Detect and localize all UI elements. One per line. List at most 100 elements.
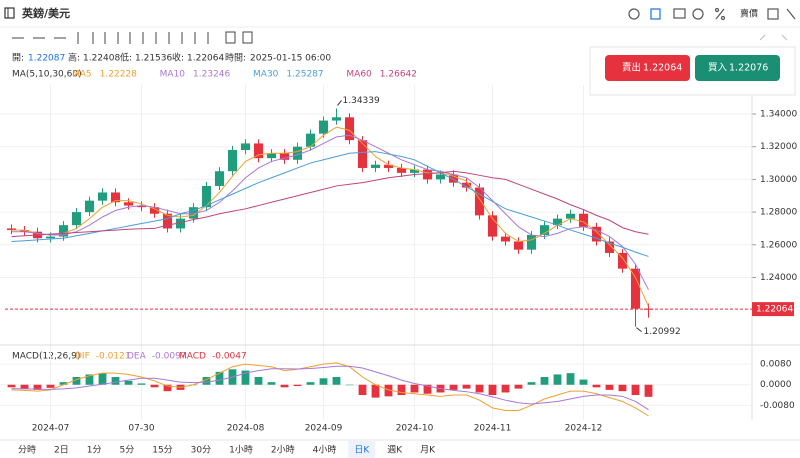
- candle-body: [565, 213, 576, 219]
- open-value: 1.22087: [28, 54, 65, 64]
- histogram-bar: [449, 384, 458, 390]
- timeframe-tabs: 分時 2日 1分 5分 15分 30分 1小時 2小時 4小時 日K 週K 月K: [18, 441, 436, 458]
- histogram-bar: [358, 384, 367, 396]
- candle-body: [539, 225, 550, 235]
- legend-name: DEA: [127, 352, 147, 362]
- plot: 1.24000 1.26000 1.28000 1.30000 1.32000 1.340…: [0, 70, 800, 434]
- candle-body: [266, 153, 277, 159]
- y-tick-label: 0.0000: [760, 380, 792, 390]
- x-tick-label: 2024-07: [32, 424, 70, 434]
- timeframe-tab[interactable]: 週K: [387, 445, 403, 456]
- candle-body: [578, 213, 589, 227]
- candle-body: [123, 202, 134, 206]
- histogram-bar: [566, 373, 575, 385]
- y-tick-label: 0.0080: [760, 360, 792, 370]
- candle-body: [6, 228, 17, 231]
- histogram-bar: [163, 384, 172, 392]
- timeframe-tab[interactable]: 1分: [87, 445, 102, 456]
- compare-icon[interactable]: [673, 8, 686, 19]
- histogram-bar: [397, 384, 406, 396]
- candle-body: [188, 207, 199, 219]
- legend-name: MA10: [160, 70, 186, 80]
- timeframe-tab[interactable]: 4小時: [313, 445, 337, 456]
- timeframe-tab[interactable]: 日K: [354, 445, 370, 456]
- last-price-tag: [752, 302, 794, 317]
- timeframe-tab[interactable]: 15分: [152, 445, 172, 456]
- candle-body: [344, 117, 355, 141]
- high-annotation: 1.34339: [343, 96, 380, 106]
- more-icon[interactable]: [786, 8, 796, 20]
- legend-name: MA30: [253, 70, 279, 80]
- histogram-bar: [150, 384, 159, 388]
- candle-body: [58, 225, 69, 237]
- high-pointer: [337, 100, 342, 106]
- last-price-label: 1.22064: [756, 305, 793, 315]
- high-value: 1.22408: [83, 54, 120, 64]
- histogram-bar: [488, 384, 497, 396]
- draw-icon[interactable]: [650, 8, 661, 20]
- legend-name: MA60: [346, 70, 372, 80]
- candle-body: [513, 241, 524, 250]
- sell-button[interactable]: [605, 55, 690, 81]
- active-tab-bg: [348, 441, 376, 458]
- settings-icon[interactable]: [767, 8, 779, 20]
- histogram-bar: [605, 384, 614, 390]
- drawing-tools: [12, 31, 788, 44]
- candle-body: [383, 164, 394, 168]
- histogram-bar: [371, 384, 380, 398]
- candle-body: [643, 308, 654, 310]
- low-pointer: [636, 327, 642, 333]
- histogram-bar: [215, 371, 224, 385]
- timeframe-tab[interactable]: 月K: [420, 445, 436, 456]
- y-tick-label: -0.0080: [760, 401, 795, 411]
- pie-icon[interactable]: [692, 8, 704, 20]
- histogram-bar: [618, 384, 627, 392]
- y-tick-label: 1.34000: [760, 110, 797, 120]
- candle-body: [162, 213, 173, 229]
- candle-body: [604, 241, 615, 253]
- candle-body: [71, 212, 82, 226]
- candle-body: [84, 200, 95, 213]
- top-icons: [628, 7, 796, 21]
- candle-body: [45, 236, 56, 239]
- histogram-bar: [475, 384, 484, 393]
- timeframe-tab[interactable]: 分時: [18, 445, 36, 456]
- histogram-bar: [527, 382, 536, 385]
- info-row: 開: 1.22087 高: 1.22408 低: 1.21536 收: 1.22…: [12, 52, 331, 362]
- panel-icon[interactable]: [4, 7, 15, 19]
- candle-body: [318, 120, 329, 134]
- histogram-bar: [111, 377, 120, 385]
- histogram-bar: [514, 384, 523, 389]
- histogram-bar: [241, 370, 250, 385]
- histogram-bar: [7, 384, 16, 388]
- refresh-icon[interactable]: [628, 8, 640, 20]
- mode-label[interactable]: 賣價: [740, 8, 758, 20]
- legend-value: -0.0097: [152, 352, 187, 362]
- timeframe-tab[interactable]: 1小時: [229, 445, 253, 456]
- candle-body: [305, 133, 316, 147]
- y-tick-label: 1.24000: [760, 273, 797, 283]
- sell-price: 1.22064: [643, 63, 682, 74]
- timeframe-tab[interactable]: 5分: [119, 445, 134, 456]
- legend-value: 1.22228: [100, 70, 137, 80]
- histogram-bar: [46, 384, 55, 388]
- low-label: 低:: [120, 52, 132, 64]
- histogram-bar: [137, 383, 146, 385]
- timeframe-tab[interactable]: 2日: [54, 445, 69, 456]
- histogram-bar: [85, 374, 94, 385]
- buy-button[interactable]: [695, 55, 780, 81]
- candle-body: [474, 187, 485, 216]
- ma-line: [11, 126, 649, 307]
- candle-body: [292, 146, 303, 160]
- candle-body: [149, 207, 160, 214]
- candle-body: [461, 182, 472, 188]
- candle-body: [136, 205, 147, 208]
- legend-value: -0.0047: [212, 352, 247, 362]
- candle-body: [591, 226, 602, 242]
- percent-icon[interactable]: [715, 8, 725, 20]
- timeframe-tab[interactable]: 2小時: [271, 445, 295, 456]
- timeframe-tab[interactable]: 30分: [191, 445, 211, 456]
- low-annotation: 1.20992: [644, 327, 681, 337]
- legend-name: MA5: [72, 70, 92, 80]
